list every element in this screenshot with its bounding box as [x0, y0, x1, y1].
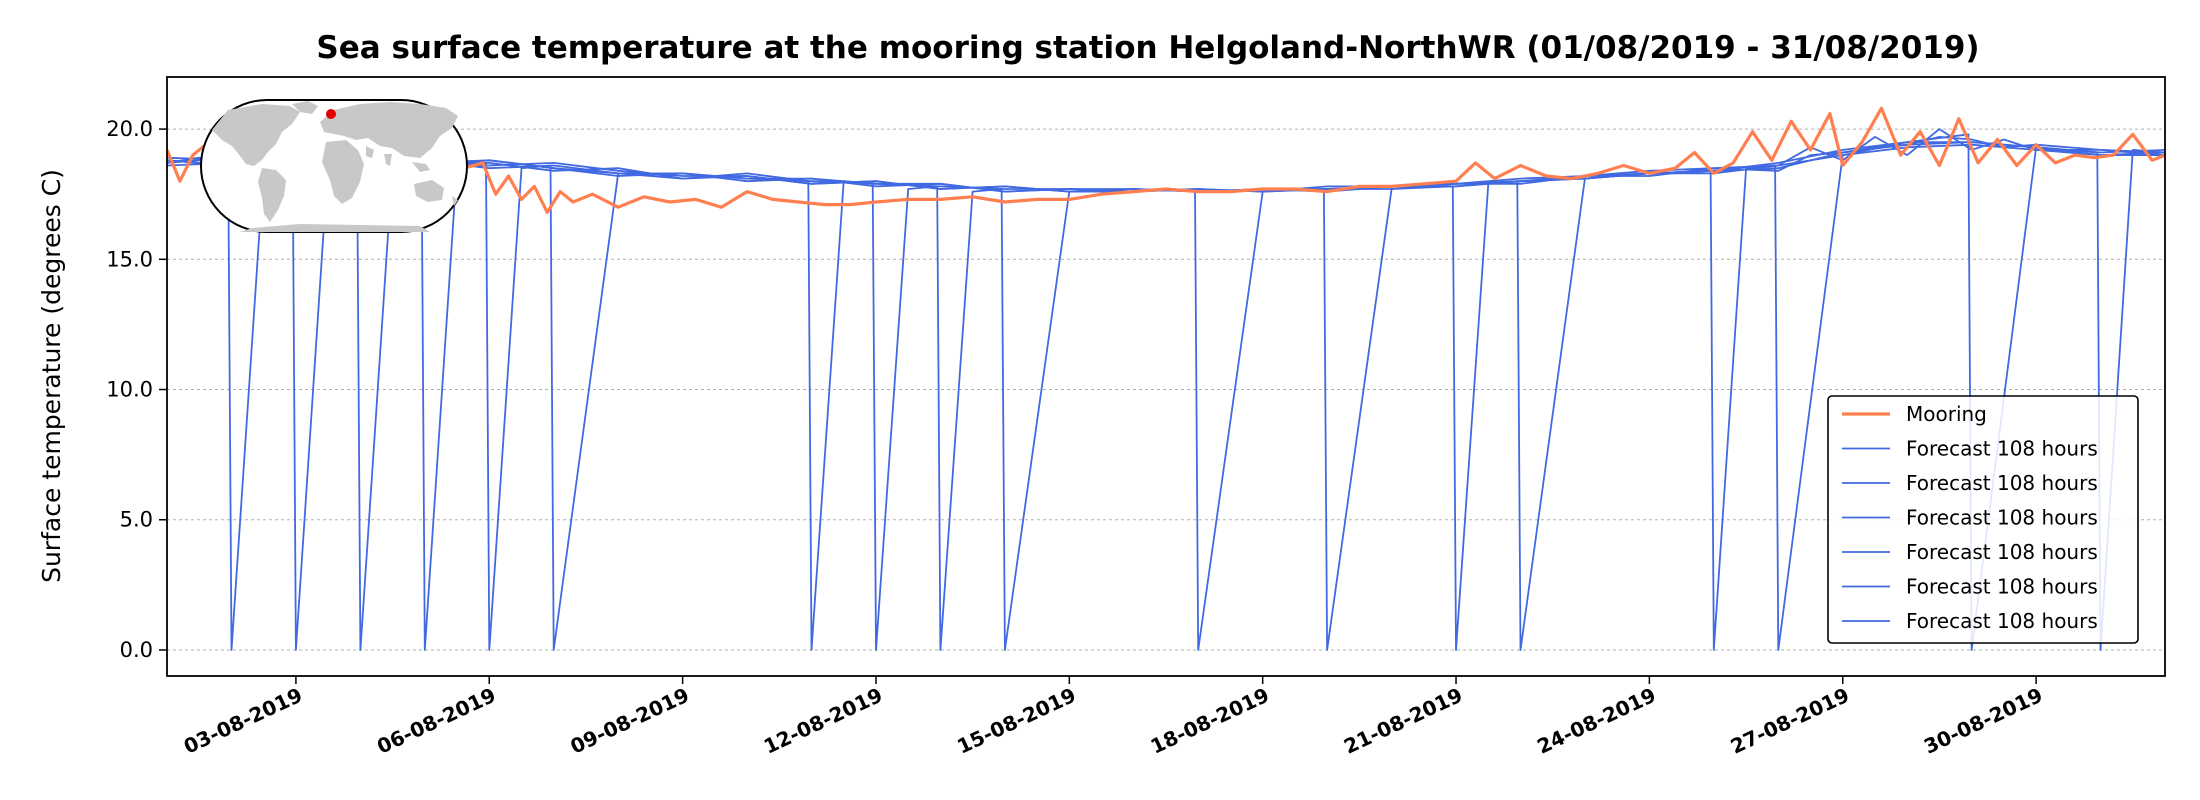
- legend-label: Forecast 108 hours: [1906, 609, 2098, 633]
- legend-label: Forecast 108 hours: [1906, 437, 2098, 461]
- y-axis-label: Surface temperature (degrees C): [37, 169, 66, 583]
- y-tick-label: 10.0: [106, 378, 153, 402]
- legend-label: Mooring: [1906, 402, 1987, 426]
- y-tick-label: 0.0: [120, 638, 153, 662]
- legend-label: Forecast 108 hours: [1906, 575, 2098, 599]
- inset-world-map: [200, 99, 468, 233]
- plot-frame: [166, 76, 2166, 677]
- y-tick-label: 20.0: [106, 117, 153, 141]
- chart-title: Sea surface temperature at the mooring s…: [316, 30, 1979, 66]
- series-group: [167, 106, 2165, 651]
- legend: Mooring Forecast 108 hours Forecast 108 ho…: [1827, 395, 2139, 644]
- station-marker: [326, 109, 336, 119]
- y-axis: 0.0 5.0 10.0 15.0 20.0: [106, 117, 167, 662]
- legend-label: Forecast 108 hours: [1906, 506, 2098, 530]
- y-tick-label: 15.0: [106, 247, 153, 271]
- legend-frame: [1827, 395, 2139, 644]
- y-tick-label: 5.0: [120, 508, 153, 532]
- legend-label: Forecast 108 hours: [1906, 540, 2098, 564]
- gridlines: [167, 128, 2165, 651]
- legend-label: Forecast 108 hours: [1906, 471, 2098, 495]
- inset-land: [212, 101, 458, 232]
